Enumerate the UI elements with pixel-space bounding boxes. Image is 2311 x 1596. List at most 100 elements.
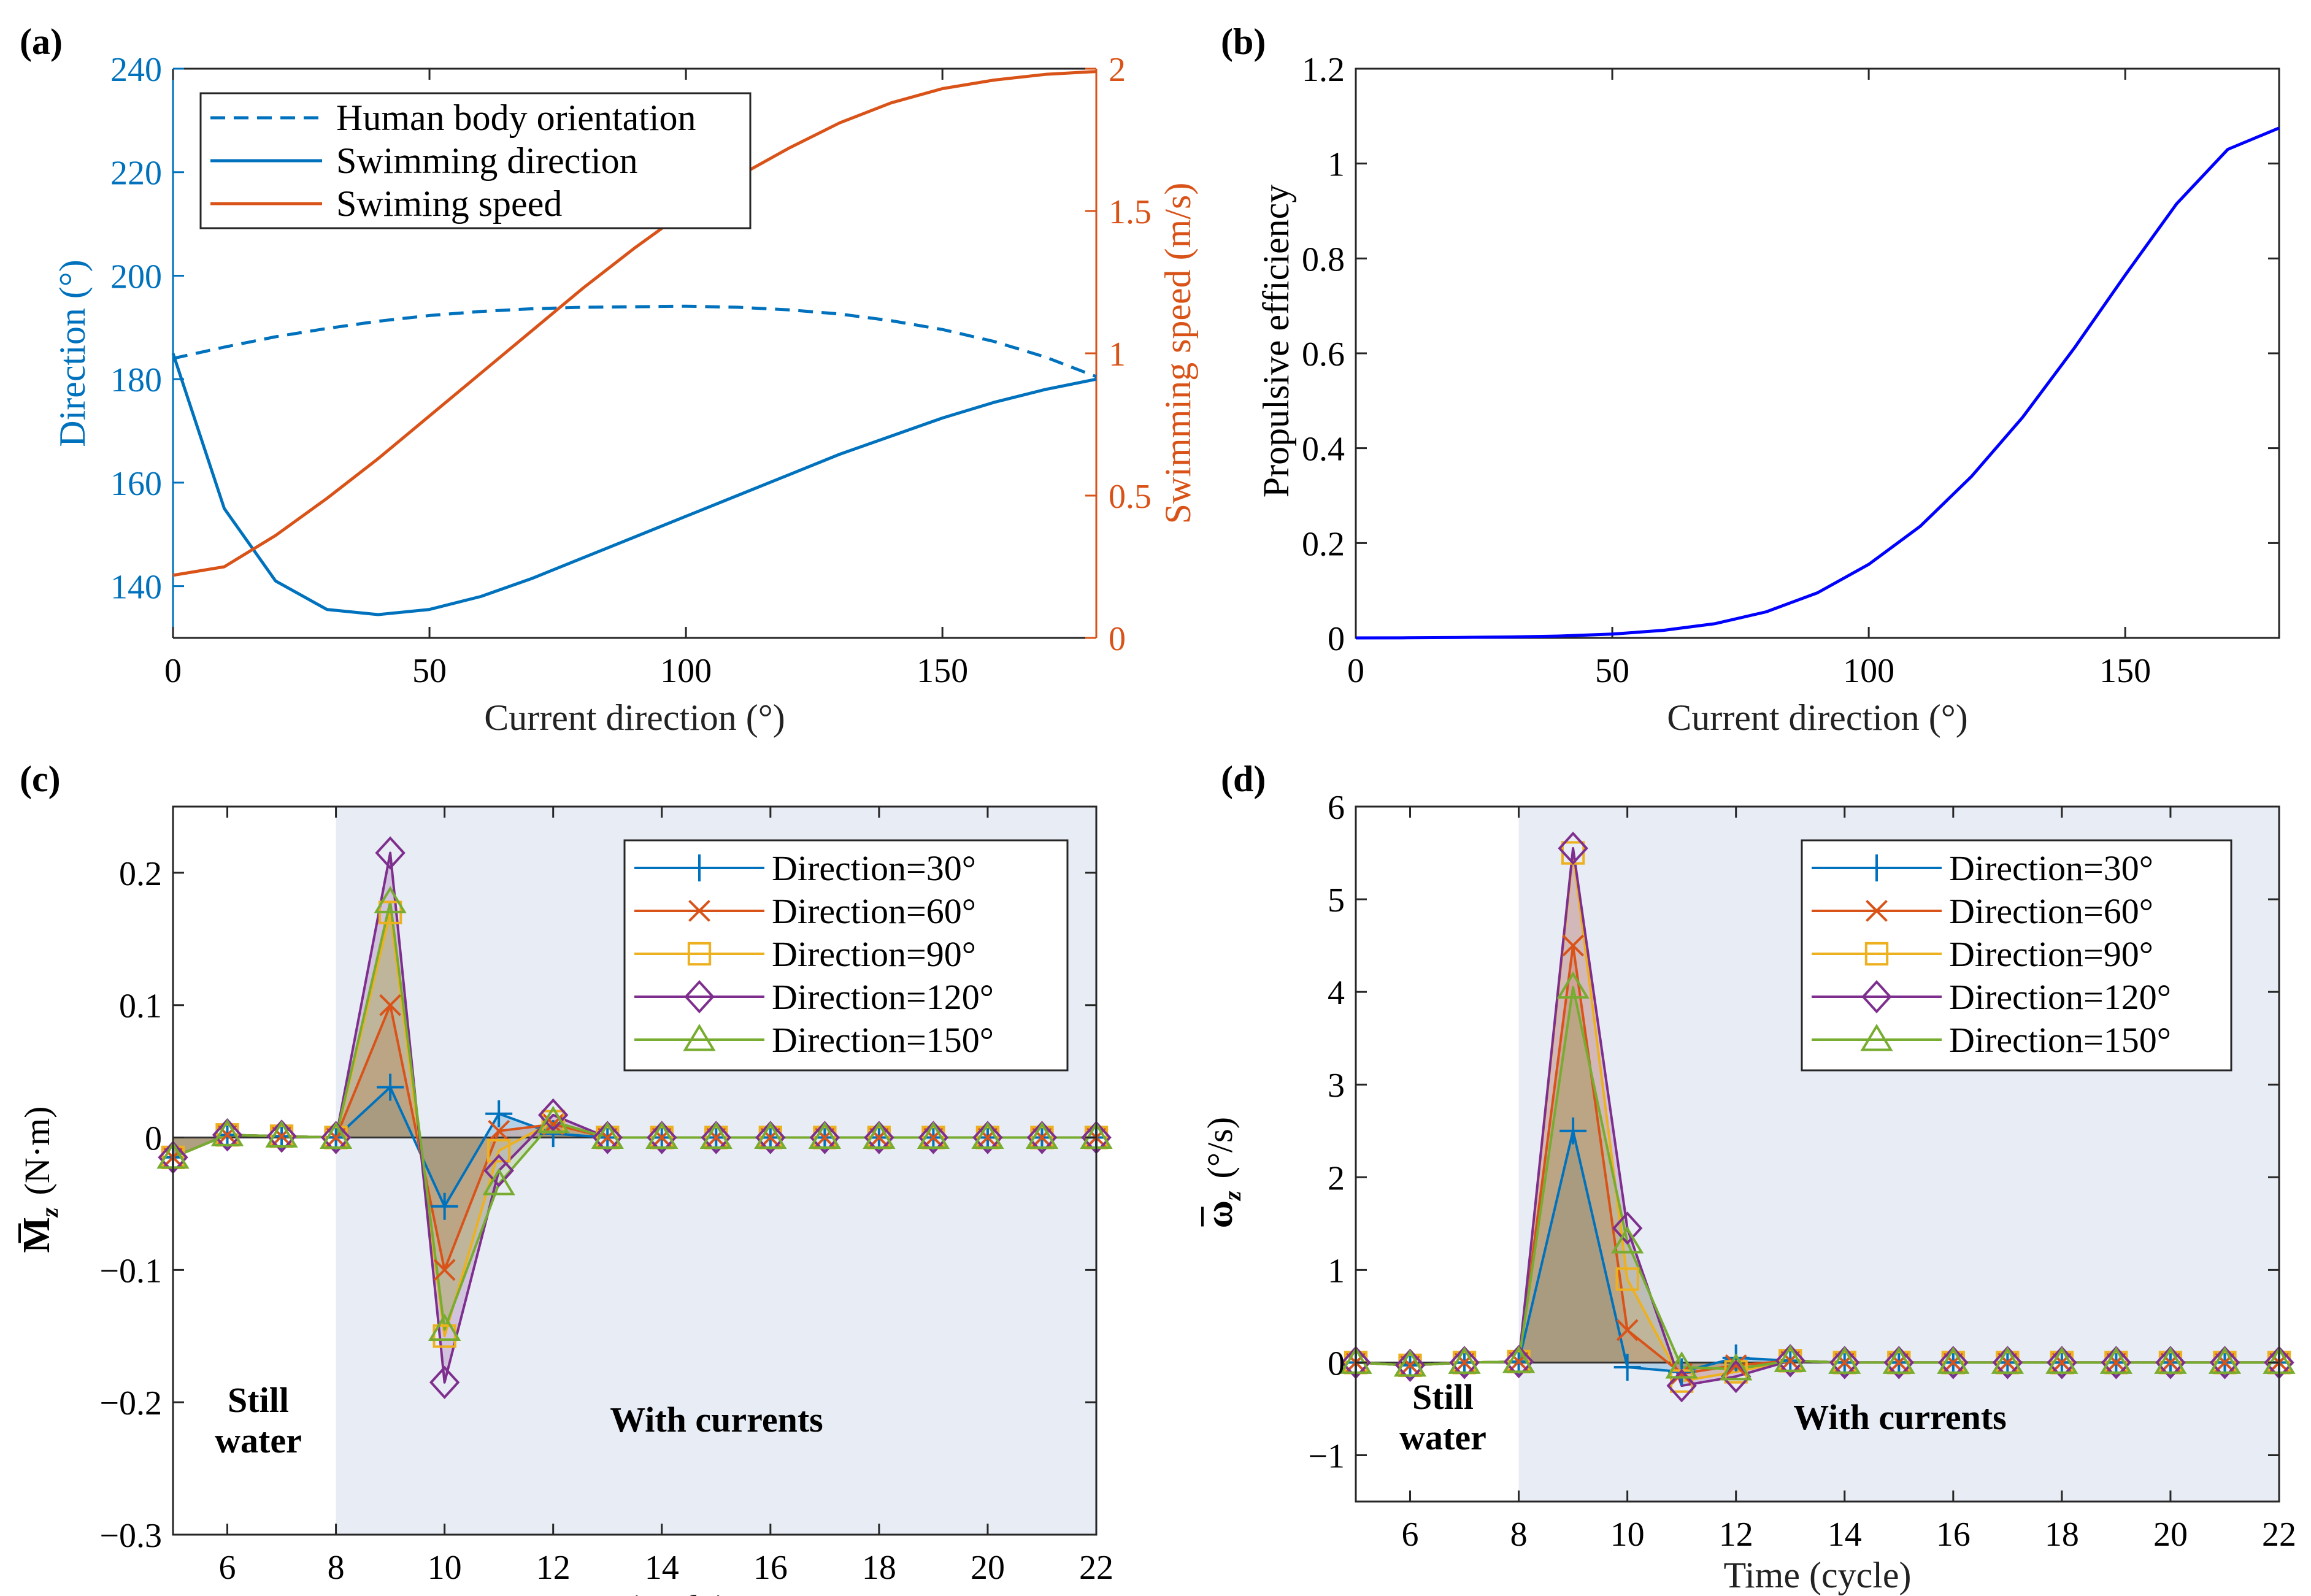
y-label-symbol: ω	[1199, 1200, 1240, 1228]
series-area-2	[173, 912, 1096, 1337]
series-marker-3	[320, 1121, 352, 1154]
series-marker-3	[1449, 1346, 1480, 1379]
legend-marker-1	[1866, 900, 1888, 922]
y-tick-label: 140	[110, 569, 162, 607]
series-marker-4	[591, 1121, 624, 1149]
series-marker-4	[699, 1121, 733, 1149]
y-axis-label: Propulsive efficiency	[1256, 185, 1296, 497]
series-line-2	[172, 70, 1097, 577]
legend-marker-3	[684, 980, 715, 1014]
series-marker-1	[1725, 1354, 1747, 1376]
legend-marker-0	[1863, 854, 1890, 881]
annotation-water: water	[215, 1421, 302, 1460]
x-tick-label: 20	[2153, 1516, 2188, 1554]
series-marker-4	[1611, 1226, 1644, 1254]
legend-entry: Direction=30°	[772, 848, 976, 888]
legend-entry: Direction=120°	[772, 977, 994, 1017]
series-marker-3	[864, 1121, 894, 1154]
series-marker-0	[431, 1192, 458, 1220]
y-tick-label: 0.4	[1302, 431, 1345, 469]
series-marker-3	[1829, 1346, 1860, 1379]
series-marker-3	[755, 1121, 786, 1154]
x-tick-label: 22	[1079, 1549, 1113, 1587]
series-marker-3	[266, 1119, 297, 1153]
series-marker-3	[483, 1154, 514, 1187]
legend-marker-0	[686, 854, 713, 881]
x-tick-label: 10	[1610, 1516, 1645, 1554]
y-axis-label-left: Direction (°)	[52, 259, 93, 447]
y-label-main: ωz	[1199, 1191, 1246, 1228]
series-marker-3	[809, 1121, 840, 1154]
x-tick-label: 6	[1402, 1516, 1419, 1554]
x-tick-label: 100	[660, 652, 712, 690]
series-marker-3	[1775, 1344, 1805, 1378]
series-marker-4	[645, 1121, 679, 1149]
series-marker-3	[918, 1121, 949, 1154]
series-marker-4	[1720, 1353, 1753, 1381]
series-marker-3	[972, 1121, 1003, 1154]
x-tick-label: 18	[2045, 1516, 2079, 1554]
y-axis-label: Mz (N·m)	[16, 1107, 63, 1253]
panel-label: (b)	[1221, 21, 1266, 62]
series-marker-4	[1828, 1346, 1861, 1374]
annotation-with-currents: With currents	[610, 1400, 823, 1440]
series-marker-4	[1937, 1346, 1970, 1374]
series-marker-3	[2047, 1346, 2077, 1379]
x-tick-label: 14	[1828, 1516, 1862, 1554]
series-area-3	[1356, 848, 2279, 1386]
legend-entry: Direction=150°	[772, 1020, 994, 1060]
series-marker-4	[210, 1119, 244, 1146]
legend: Direction=30°Direction=60°Direction=90°D…	[623, 839, 1069, 1072]
x-axis-label: Current direction (°)	[1667, 697, 1968, 738]
y-tick-label: 200	[110, 258, 162, 296]
series-marker-1	[488, 1119, 510, 1142]
series-marker-4	[1882, 1346, 1915, 1374]
y-tick-label: 0	[145, 1120, 162, 1158]
x-tick-label: 16	[1936, 1516, 1971, 1554]
legend-entry: Direction=150°	[1949, 1020, 2171, 1060]
y-tick-label: 0.6	[1302, 336, 1345, 374]
series-area-4	[173, 902, 1096, 1330]
y-tick-right-label: 0	[1109, 620, 1126, 658]
panel-label: (d)	[1221, 759, 1266, 799]
legend-entry: Swiming speed	[336, 183, 562, 224]
series-marker-4	[808, 1121, 841, 1149]
series-area-2	[1356, 853, 2279, 1381]
x-tick-label: 18	[862, 1549, 896, 1587]
x-tick-label: 10	[428, 1549, 462, 1587]
y-tick-label: 180	[110, 361, 162, 399]
x-tick-label: 16	[753, 1549, 788, 1587]
x-tick-label: 150	[2099, 652, 2151, 690]
series-marker-4	[1393, 1349, 1427, 1377]
series-marker-3	[1612, 1211, 1643, 1245]
axes-frame	[172, 805, 1098, 1536]
efficiency-line	[1355, 126, 2280, 640]
series-marker-4	[482, 1168, 515, 1195]
annotation-still: Still	[228, 1380, 289, 1420]
axes-frame	[1355, 805, 2280, 1503]
series-marker-0	[1613, 1353, 1641, 1381]
x-tick-label: 12	[536, 1549, 571, 1587]
legend: Direction=30°Direction=60°Direction=90°D…	[1801, 839, 2232, 1072]
series-marker-3	[1883, 1346, 1914, 1379]
y-tick-label: 0.2	[1302, 525, 1345, 563]
y-tick-label: 1	[1328, 1252, 1345, 1290]
series-marker-4	[319, 1121, 353, 1149]
series-marker-0	[1559, 1117, 1587, 1145]
legend-entry: Swimming direction	[336, 140, 638, 181]
panel-a: 0 50 100 150 140 160 180 200 220 240 0 0.5 1 1.5 2 (a) C…	[20, 21, 1198, 738]
y-axis-label-right: Swimming speed (m/s)	[1158, 183, 1198, 524]
series-marker-3	[1394, 1348, 1426, 1383]
series-marker-4	[1502, 1346, 1536, 1373]
legend-entry: Direction=120°	[1949, 977, 2171, 1017]
series-marker-3	[1503, 1345, 1534, 1379]
legend-marker-3	[1861, 980, 1892, 1014]
series-marker-4	[265, 1120, 298, 1148]
y-tick-label: 2	[1328, 1159, 1345, 1197]
legend-marker-4	[1860, 1024, 1893, 1051]
annotation-with-currents: With currents	[1793, 1397, 2006, 1437]
series-marker-4	[971, 1121, 1004, 1149]
panel-b: 0 50 100 150 0 0.2 0.4 0.6 0.8 1 1.2 (b) Current dir…	[1221, 21, 2280, 738]
series-marker-3	[538, 1098, 569, 1132]
series-marker-3	[1992, 1346, 2023, 1379]
